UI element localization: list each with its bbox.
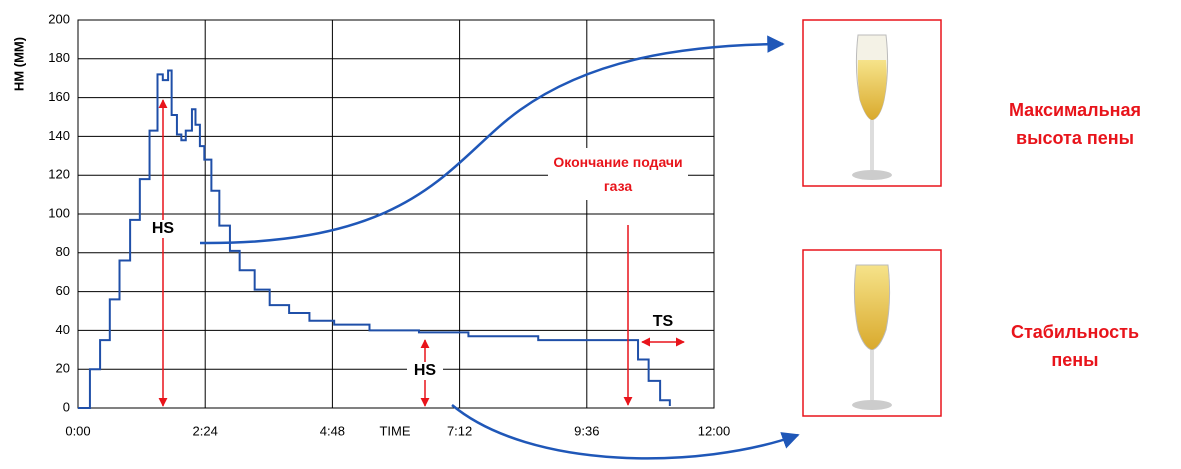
annotation: HS (407, 362, 443, 380)
connector (451, 404, 800, 460)
x-tick-label: 2:24 (193, 423, 218, 438)
x-tick-label: 4:48 (320, 423, 345, 438)
annotation: HS (145, 220, 181, 238)
caption: Максимальная высота пены (1008, 100, 1142, 148)
glass-bottom (802, 249, 942, 417)
x-axis-label: TIME (379, 423, 410, 438)
y-tick-label: 0 (63, 399, 70, 414)
annotation: Окончание подачи газа (548, 148, 688, 200)
y-tick-label: 60 (56, 283, 70, 298)
y-axis-label: HM (MM) (11, 37, 26, 91)
data-line (78, 69, 671, 409)
y-tick-label: 20 (56, 361, 70, 376)
y-tick-label: 80 (56, 244, 70, 259)
glass-top (802, 19, 942, 187)
x-tick-label: 12:00 (698, 423, 731, 438)
x-tick-label: 9:36 (574, 423, 599, 438)
y-tick-label: 100 (48, 205, 70, 220)
y-tick-label: 140 (48, 128, 70, 143)
y-tick-label: 160 (48, 89, 70, 104)
annotation: TS (652, 313, 674, 330)
y-tick-label: 120 (48, 167, 70, 182)
y-tick-label: 40 (56, 322, 70, 337)
connector (199, 35, 785, 245)
x-tick-label: 0:00 (65, 423, 90, 438)
x-tick-label: 7:12 (447, 423, 472, 438)
y-tick-label: 200 (48, 11, 70, 26)
y-tick-label: 180 (48, 50, 70, 65)
caption: Стабильность пены (1010, 322, 1140, 370)
